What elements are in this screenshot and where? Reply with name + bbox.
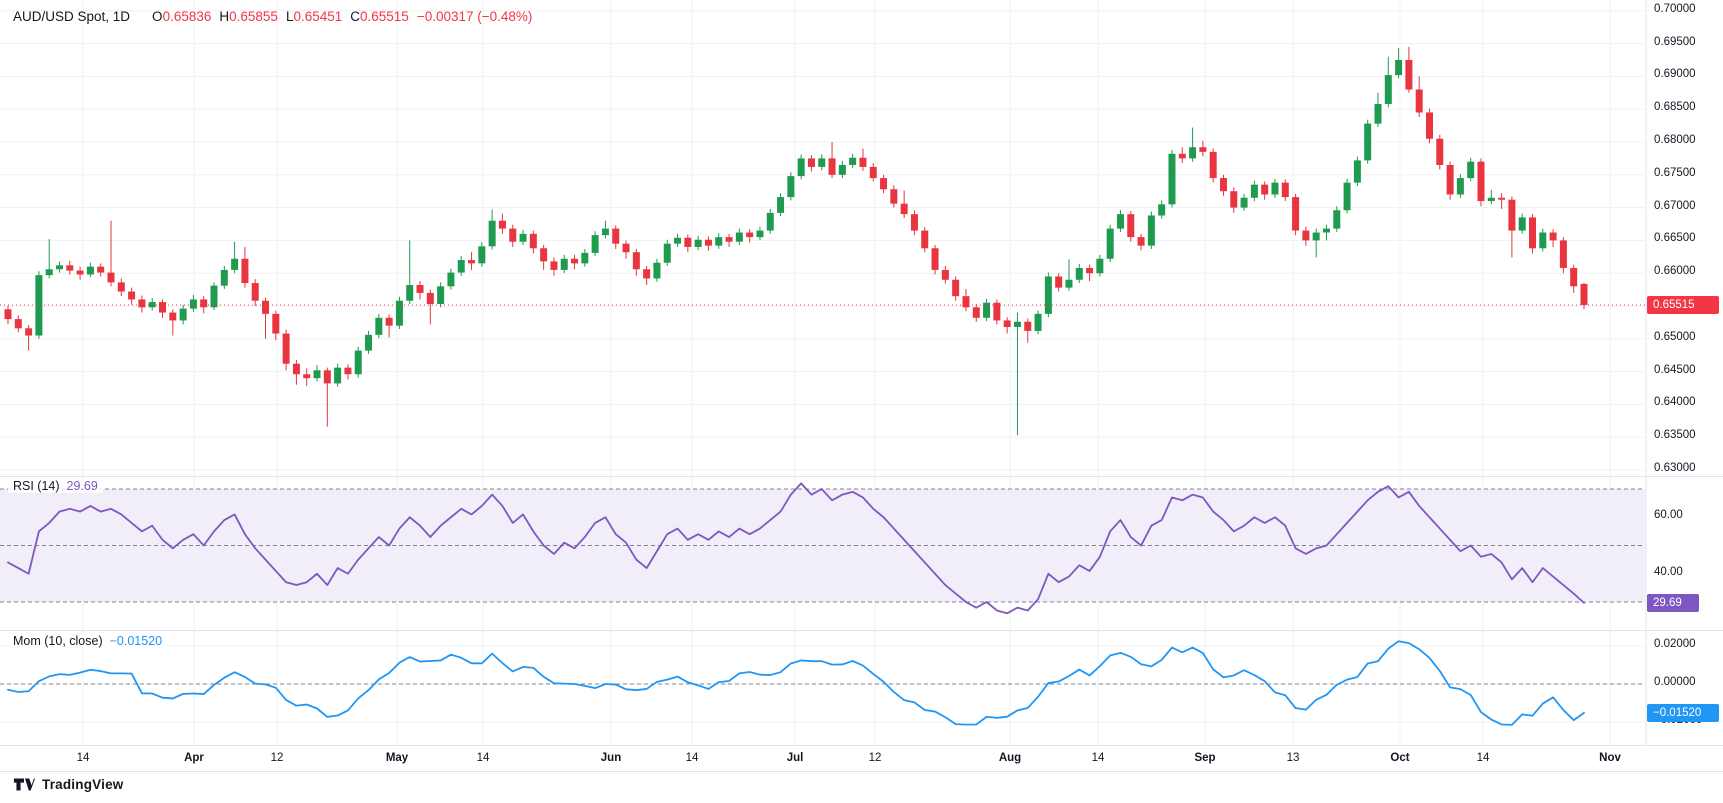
time-tick-label: Apr bbox=[184, 752, 204, 764]
rsi-tick-label: 60.00 bbox=[1654, 509, 1683, 522]
open-label: O bbox=[152, 9, 163, 24]
time-tick-label: Aug bbox=[998, 752, 1022, 764]
time-tick-label: Jun bbox=[600, 752, 622, 764]
tradingview-logo-text: TradingView bbox=[42, 777, 124, 792]
time-tick-label: 12 bbox=[868, 752, 882, 764]
time-tick-label: Jul bbox=[786, 752, 804, 764]
mom-tick-label: 0.02000 bbox=[1654, 638, 1696, 650]
open-value: 0.65836 bbox=[162, 9, 212, 24]
symbol-title[interactable]: AUD/USD Spot, 1D bbox=[13, 9, 131, 24]
rsi-tick-label: 40.00 bbox=[1654, 565, 1683, 578]
time-tick-label: 12 bbox=[270, 752, 284, 764]
high-label: H bbox=[219, 9, 230, 24]
change-value: −0.00317 (−0.48%) bbox=[416, 9, 533, 24]
low-value: 0.65451 bbox=[293, 9, 343, 24]
time-tick-label: 14 bbox=[1476, 752, 1490, 764]
tradingview-logo-icon bbox=[13, 778, 35, 791]
time-tick-label: 14 bbox=[685, 752, 699, 764]
time-tick-label: 14 bbox=[1091, 752, 1105, 764]
time-tick-label: 14 bbox=[476, 752, 490, 764]
high-value: 0.65855 bbox=[229, 9, 278, 24]
price-tick-label: 0.63500 bbox=[1654, 429, 1696, 442]
time-tick-label: Nov bbox=[1599, 752, 1621, 764]
mom-label[interactable]: Mom (10, close) bbox=[13, 634, 103, 648]
rsi-badge: 29.69 bbox=[1647, 593, 1699, 612]
price-tick-label: 0.66000 bbox=[1654, 265, 1696, 278]
price-tick-label: 0.64000 bbox=[1654, 396, 1696, 409]
time-tick-label: 13 bbox=[1286, 752, 1300, 764]
close-label: C bbox=[350, 9, 361, 24]
price-tick-label: 0.68000 bbox=[1654, 134, 1696, 146]
price-tick-label: 0.69500 bbox=[1654, 35, 1696, 48]
price-tick-label: 0.69000 bbox=[1654, 68, 1696, 81]
price-tick-label: 0.67500 bbox=[1654, 166, 1696, 179]
time-tick-label: Sep bbox=[1194, 752, 1216, 764]
rsi-legend: RSI (14) 29.69 bbox=[8, 479, 103, 493]
mom-tick-label: 0.00000 bbox=[1654, 676, 1696, 688]
price-badge: 0.65515 bbox=[1647, 296, 1719, 315]
price-tick-label: 0.65000 bbox=[1654, 330, 1696, 343]
mom-value: −0.01520 bbox=[109, 634, 163, 648]
rsi-label[interactable]: RSI (14) bbox=[13, 479, 60, 493]
price-tick-label: 0.66500 bbox=[1654, 232, 1696, 245]
close-value: 0.65515 bbox=[360, 9, 409, 24]
low-label: L bbox=[285, 9, 294, 24]
time-tick-label: May bbox=[385, 752, 409, 764]
chart-legend: AUD/USD Spot, 1D O0.65836 H0.65855 L0.65451… bbox=[13, 9, 532, 24]
time-tick-label: 14 bbox=[76, 752, 90, 764]
tradingview-attribution[interactable]: TradingView bbox=[13, 777, 123, 792]
price-tick-label: 0.68500 bbox=[1654, 101, 1696, 114]
price-tick-label: 0.67000 bbox=[1654, 199, 1696, 212]
price-tick-label: 0.64500 bbox=[1654, 363, 1696, 376]
price-tick-label: 0.70000 bbox=[1654, 2, 1696, 15]
price-tick-label: 0.63000 bbox=[1654, 462, 1696, 474]
mom-legend: Mom (10, close) −0.01520 bbox=[8, 634, 168, 648]
time-tick-label: Oct bbox=[1390, 752, 1410, 764]
rsi-value: 29.69 bbox=[66, 479, 98, 493]
mom-badge: −0.01520 bbox=[1647, 703, 1719, 722]
